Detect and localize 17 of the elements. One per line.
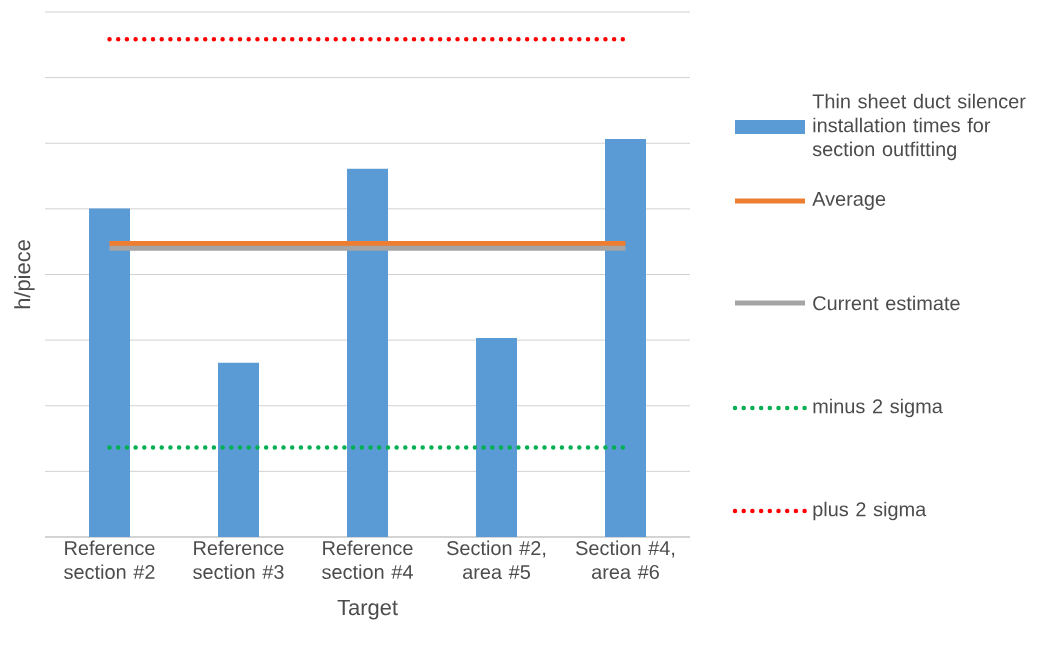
x-tick-label: Section #4, area #6: [576, 540, 675, 580]
legend-label: Average: [812, 192, 886, 210]
bar: [89, 208, 131, 537]
x-tick-label: Reference section #3: [193, 540, 284, 580]
bar: [218, 362, 260, 537]
y-axis-title: h/piece: [14, 240, 35, 309]
x-axis-title: Target: [337, 599, 398, 620]
bar: [347, 168, 389, 537]
legend-label: plus 2 sigma: [813, 501, 927, 521]
legend-label: minus 2 sigma: [813, 398, 943, 418]
x-tick-label: Reference section #4: [322, 540, 413, 580]
bar: [605, 138, 647, 537]
x-tick-label: Section #2, area #5: [447, 540, 546, 580]
x-tick-label: Reference section #2: [64, 540, 155, 580]
bar: [476, 337, 518, 537]
legend-label: Current estimate: [813, 295, 960, 311]
legend-label: Thin sheet duct silencer installation times for section outfitting: [812, 93, 1026, 161]
